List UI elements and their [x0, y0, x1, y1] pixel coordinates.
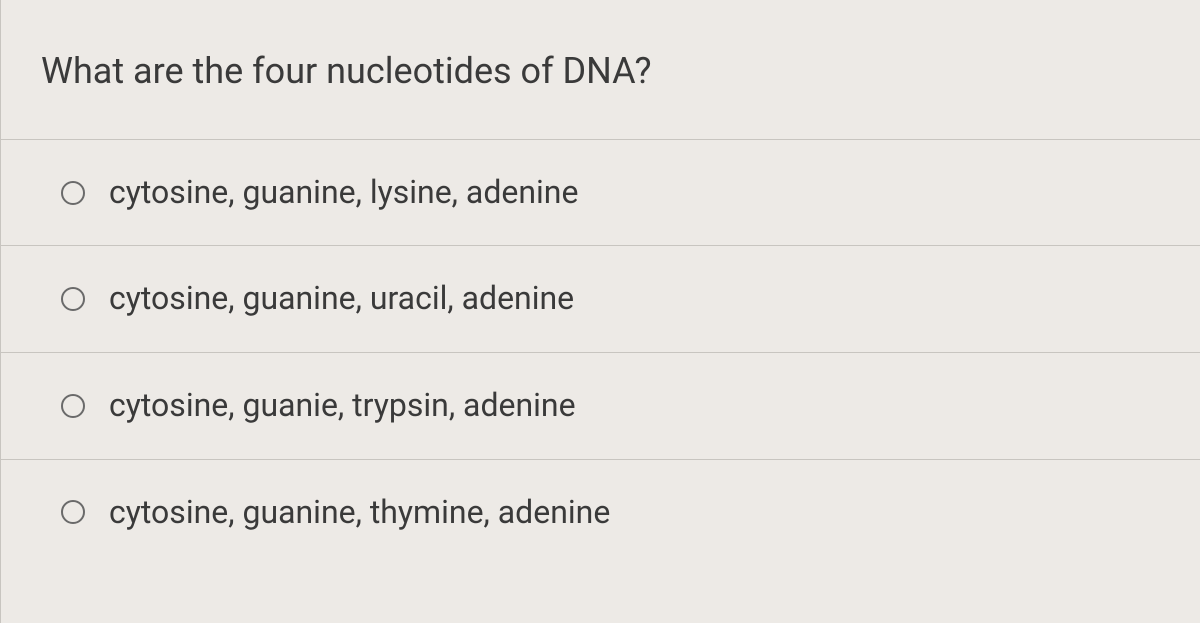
option-label: cytosine, guanie, trypsin, adenine — [109, 385, 576, 427]
option-row[interactable]: cytosine, guanine, lysine, adenine — [1, 139, 1200, 246]
quiz-container: What are the four nucleotides of DNA? cy… — [0, 0, 1200, 623]
question-block: What are the four nucleotides of DNA? — [1, 0, 1200, 119]
options-block: cytosine, guanine, lysine, adenine cytos… — [1, 119, 1200, 565]
option-row[interactable]: cytosine, guanine, thymine, adenine — [1, 459, 1200, 566]
radio-icon[interactable] — [61, 394, 85, 418]
option-label: cytosine, guanine, lysine, adenine — [109, 172, 578, 214]
option-label: cytosine, guanine, thymine, adenine — [109, 492, 610, 534]
radio-icon[interactable] — [61, 287, 85, 311]
option-row[interactable]: cytosine, guanie, trypsin, adenine — [1, 352, 1200, 459]
option-row[interactable]: cytosine, guanine, uracil, adenine — [1, 245, 1200, 352]
radio-icon[interactable] — [61, 500, 85, 524]
question-text: What are the four nucleotides of DNA? — [41, 48, 1160, 95]
radio-icon[interactable] — [61, 181, 85, 205]
option-label: cytosine, guanine, uracil, adenine — [109, 278, 574, 320]
